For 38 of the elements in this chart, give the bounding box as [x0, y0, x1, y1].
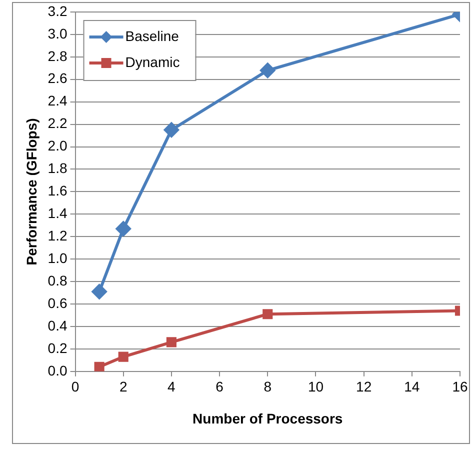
y-tick-label: 1.2 — [48, 227, 68, 244]
x-tick-label: 10 — [308, 378, 324, 395]
point — [118, 352, 128, 362]
point — [262, 309, 273, 320]
y-tick-label: 3.2 — [48, 2, 68, 19]
point — [164, 122, 179, 138]
point — [92, 284, 107, 300]
x-tick-label: 4 — [168, 378, 176, 395]
y-tick-label: 2.4 — [48, 92, 68, 109]
y-tick-label: 0.8 — [48, 272, 68, 288]
x-tick-label: 14 — [404, 378, 420, 395]
y-tick-label: 0.2 — [48, 340, 68, 356]
y-tick-label: 1.0 — [48, 250, 68, 266]
point — [94, 362, 104, 372]
x-tick-label: 0 — [71, 378, 80, 395]
y-tick-label: 0.0 — [48, 362, 68, 378]
y-tick-label: 3.0 — [48, 25, 68, 42]
x-tick-label: 8 — [264, 378, 272, 395]
legend-label: Baseline — [125, 28, 180, 44]
y-tick-label: 2.2 — [48, 115, 68, 132]
legend-label: Dynamic — [125, 54, 180, 70]
y-tick-label: 0.4 — [48, 317, 68, 334]
y-tick-label: 1.4 — [48, 205, 68, 222]
x-tick-label: 16 — [452, 378, 468, 395]
y-tick-label: 0.6 — [48, 294, 68, 311]
y-tick-label: 2.8 — [48, 48, 68, 64]
point — [116, 221, 131, 236]
y-tick-label: 2.6 — [48, 70, 68, 86]
x-axis-title: Number of Processors — [192, 410, 343, 426]
x-tick-label: 6 — [216, 378, 224, 395]
point — [260, 62, 276, 78]
y-tick-label: 1.8 — [48, 160, 68, 176]
y-axis-title: Performance (GFlops) — [23, 118, 40, 266]
x-tick-label: 2 — [119, 378, 128, 395]
y-tick-label: 2.0 — [48, 138, 68, 154]
x-tick-label: 12 — [356, 378, 372, 395]
point — [166, 337, 176, 348]
y-tick-label: 1.6 — [48, 182, 68, 199]
